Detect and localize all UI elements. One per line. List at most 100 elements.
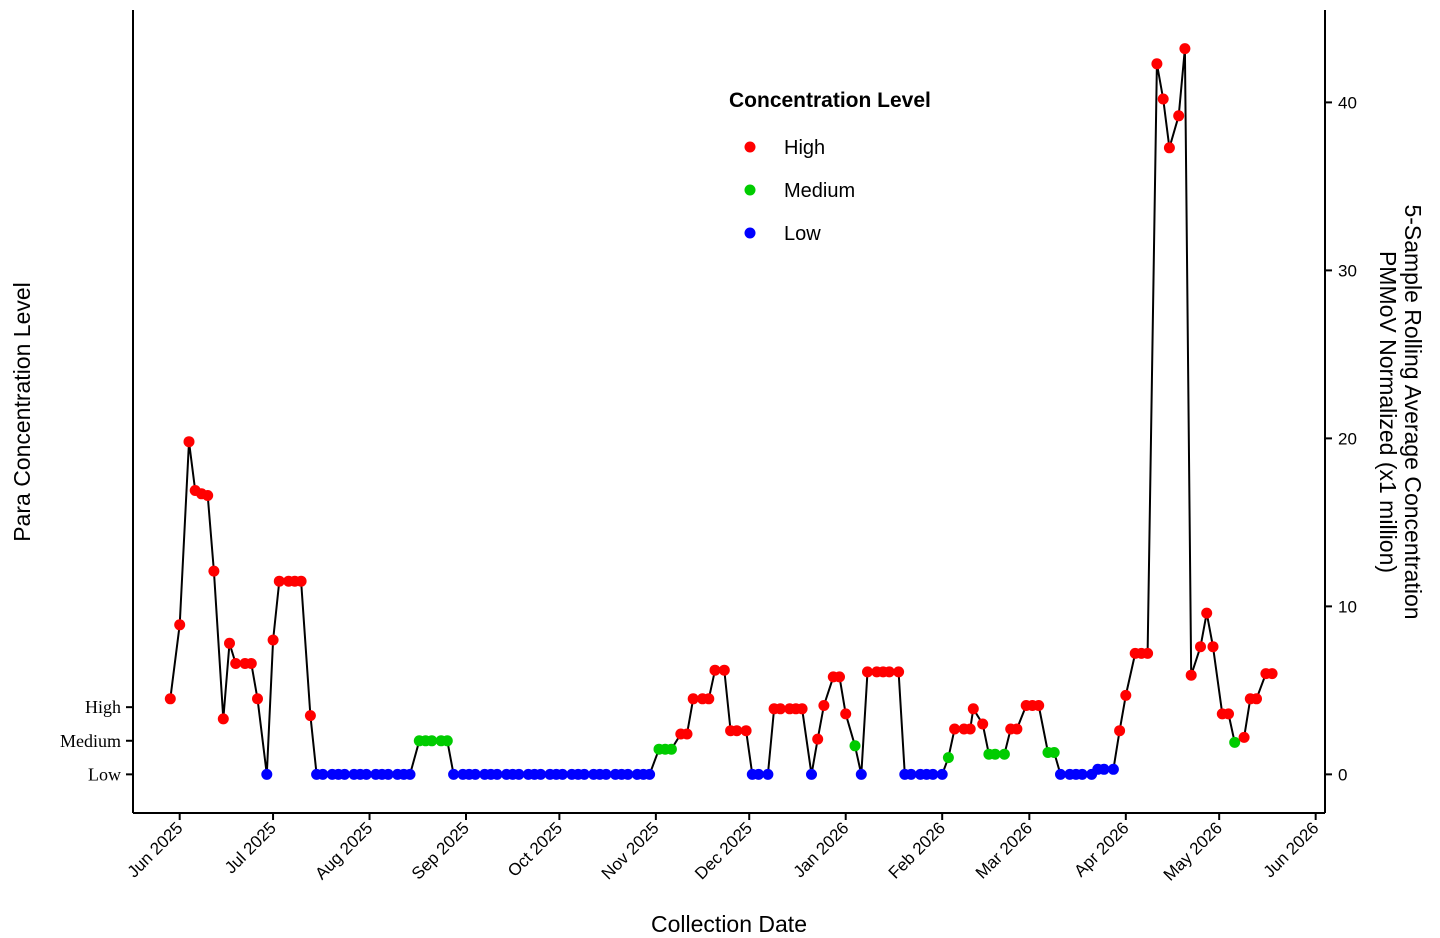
legend-swatch-low	[744, 227, 756, 239]
data-point-high	[273, 575, 285, 587]
data-point-high	[245, 658, 257, 669]
data-point-high	[949, 723, 961, 735]
y-right-axis-title-line-2: PMMoV Normalized (x1 million)	[1375, 251, 1401, 573]
series-line-layer	[169, 47, 1273, 776]
legend: Concentration Level High Medium Low	[729, 89, 931, 245]
data-point-low	[1055, 768, 1066, 780]
x-tick-label: Jan 2026	[790, 818, 853, 881]
data-point-low	[1076, 768, 1088, 780]
data-point-high	[1173, 110, 1185, 122]
data-point-high	[862, 666, 873, 678]
data-point-low	[927, 768, 939, 780]
data-point-low	[1107, 763, 1119, 775]
data-point-low	[448, 768, 460, 780]
y-left-tick-label: Medium	[60, 731, 121, 751]
data-point-high	[1207, 641, 1219, 653]
x-tick-label: Sep 2025	[408, 818, 473, 883]
legend-title: Concentration Level	[729, 89, 931, 112]
data-point-high	[964, 723, 976, 735]
data-point-medium	[441, 735, 453, 747]
data-point-high	[202, 490, 214, 501]
data-point-high	[840, 708, 852, 720]
data-point-high	[1223, 708, 1234, 720]
y-right-axis-title-line-1: 5-Sample Rolling Average Concentration	[1400, 204, 1426, 619]
x-tick-label: May 2026	[1160, 818, 1226, 884]
data-point-low	[339, 768, 351, 780]
data-point-low	[600, 768, 612, 780]
data-point-high	[893, 666, 905, 678]
legend-swatch-medium	[744, 184, 756, 196]
data-point-high	[774, 703, 786, 715]
data-point-high	[267, 634, 279, 646]
data-point-low	[535, 768, 547, 780]
data-point-high	[818, 700, 830, 711]
x-tick-label: Aug 2025	[311, 818, 376, 883]
data-point-high	[1033, 700, 1045, 711]
data-point-medium	[942, 752, 954, 764]
data-point-high	[681, 728, 693, 740]
data-point-low	[905, 768, 917, 780]
data-point-high	[295, 575, 307, 587]
data-point-high	[252, 693, 263, 705]
x-axis-title: Collection Date	[651, 911, 807, 937]
data-point-high	[883, 666, 895, 678]
data-point-high	[224, 637, 235, 649]
data-point-layer	[164, 43, 1278, 780]
y-right-tick-label: 20	[1338, 429, 1357, 448]
data-point-medium	[426, 735, 438, 747]
data-point-low	[360, 768, 372, 780]
data-point-high	[1201, 607, 1213, 619]
data-point-high	[718, 664, 730, 676]
data-point-high	[731, 725, 743, 737]
data-point-high	[834, 671, 845, 683]
data-point-high	[164, 693, 176, 705]
data-point-high	[967, 703, 979, 715]
data-point-medium	[1048, 747, 1060, 758]
data-point-high	[1120, 689, 1132, 701]
y-right-tick-label: 30	[1338, 261, 1357, 280]
y-left-tick-label: Low	[88, 764, 121, 784]
data-point-medium	[998, 748, 1010, 760]
data-point-high	[703, 693, 715, 705]
y-right-tick-label: 0	[1338, 765, 1347, 784]
tick-layer: Jun 2025 Jul 2025 Aug 2025 Sep 2025 Oct 2025…	[60, 93, 1357, 884]
x-tick-label: Oct 2025	[504, 818, 566, 880]
data-point-high	[1011, 723, 1023, 735]
data-point-low	[753, 768, 765, 780]
data-point-high	[1142, 647, 1154, 659]
data-point-low	[513, 768, 525, 780]
x-tick-label: Jun 2025	[124, 818, 187, 881]
data-point-low	[557, 768, 568, 780]
data-point-high	[304, 710, 316, 722]
y-right-tick-label: 10	[1338, 597, 1357, 616]
x-tick-label: Dec 2025	[691, 818, 756, 883]
x-tick-label: Mar 2026	[972, 818, 1036, 882]
data-point-high	[977, 718, 989, 730]
data-point-high	[1266, 668, 1278, 680]
data-point-high	[1238, 731, 1250, 743]
data-point-low	[1098, 763, 1110, 775]
data-point-low	[404, 768, 416, 780]
data-point-high	[217, 713, 229, 725]
x-tick-label: Jul 2025	[221, 818, 280, 877]
y-left-axis-title: Para Concentration Level	[9, 282, 35, 542]
data-point-low	[317, 768, 329, 780]
data-point-high	[1114, 725, 1126, 737]
data-point-high	[796, 703, 808, 715]
legend-label-medium: Medium	[784, 180, 855, 202]
data-point-high	[1157, 93, 1169, 105]
data-point-medium	[1229, 736, 1241, 748]
data-point-low	[622, 768, 634, 780]
legend-label-low: Low	[784, 223, 821, 245]
data-point-high	[709, 664, 721, 676]
y-left-tick-label: High	[85, 697, 121, 717]
data-point-high	[183, 436, 195, 448]
rolling-average-line	[169, 47, 1273, 776]
data-point-low	[261, 768, 273, 780]
legend-swatch-high	[744, 141, 756, 153]
x-tick-label: Feb 2026	[885, 818, 949, 882]
data-point-low	[855, 768, 867, 780]
data-point-medium	[849, 740, 861, 752]
x-tick-label: Jun 2026	[1260, 818, 1323, 881]
